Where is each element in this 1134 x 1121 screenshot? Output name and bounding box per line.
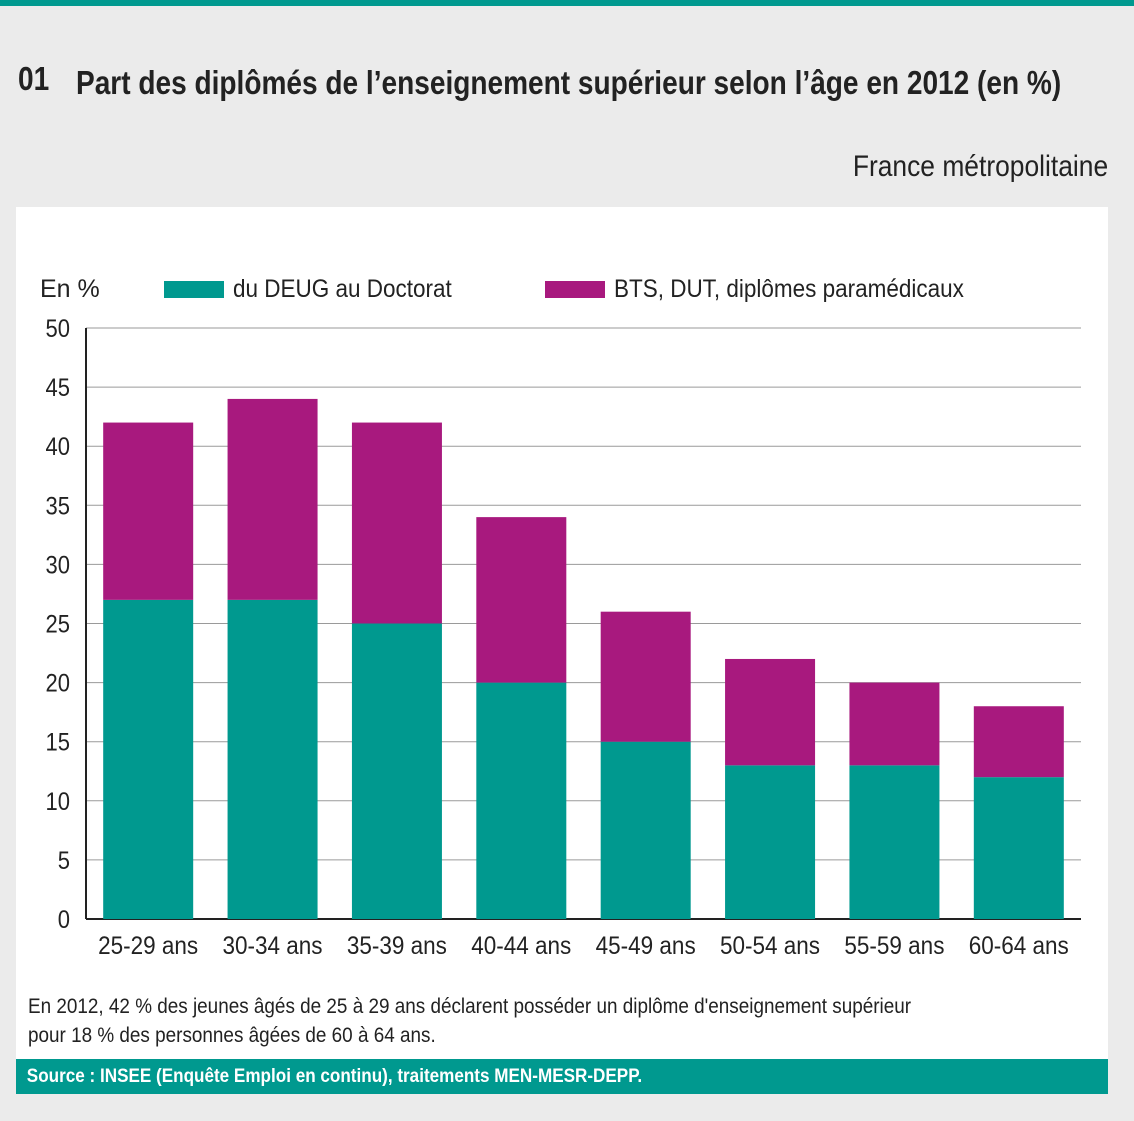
legend-swatch bbox=[545, 281, 605, 298]
x-tick-label: 35-39 ans bbox=[347, 932, 447, 960]
y-tick-label: 50 bbox=[46, 315, 70, 343]
y-tick-label: 40 bbox=[46, 433, 70, 461]
bar-segment bbox=[849, 682, 940, 766]
bar-segment bbox=[973, 777, 1064, 919]
x-tick-label: 40-44 ans bbox=[471, 932, 571, 960]
note-line-2: pour 18 % des personnes âgées de 60 à 64… bbox=[28, 1024, 436, 1047]
y-tick-label: 30 bbox=[46, 551, 70, 579]
x-tick-label: 55-59 ans bbox=[844, 932, 944, 960]
legend-swatch bbox=[164, 281, 224, 298]
bar-segment bbox=[476, 682, 567, 919]
legend-label: BTS, DUT, diplômes paramédicaux bbox=[614, 275, 964, 303]
bar-segment bbox=[725, 765, 816, 919]
y-axis-label: En % bbox=[40, 275, 100, 303]
bar-segment bbox=[849, 765, 940, 919]
chart-note: En 2012, 42 % des jeunes âgés de 25 à 29… bbox=[28, 992, 1018, 1050]
legend-label: du DEUG au Doctorat bbox=[233, 275, 452, 303]
note-line-1: En 2012, 42 % des jeunes âgés de 25 à 29… bbox=[28, 995, 912, 1018]
bar-segment bbox=[227, 398, 318, 600]
source-bar: Source : INSEE (Enquête Emploi en contin… bbox=[16, 1059, 1108, 1094]
y-tick-label: 25 bbox=[46, 610, 70, 638]
y-tick-label: 35 bbox=[46, 492, 70, 520]
bar-segment bbox=[600, 741, 691, 919]
bar-segment bbox=[351, 623, 442, 919]
x-tick-label: 60-64 ans bbox=[969, 932, 1069, 960]
x-tick-label: 30-34 ans bbox=[223, 932, 323, 960]
y-tick-label: 0 bbox=[58, 906, 70, 934]
geography-label: France métropolitaine bbox=[852, 150, 1108, 183]
x-tick-label: 50-54 ans bbox=[720, 932, 820, 960]
bar-segment bbox=[103, 422, 194, 600]
bar-segment bbox=[227, 599, 318, 919]
y-tick-label: 5 bbox=[58, 847, 70, 875]
x-tick-label: 45-49 ans bbox=[596, 932, 696, 960]
bar-segment bbox=[973, 706, 1064, 778]
figure-number: 01 bbox=[18, 60, 50, 97]
top-accent-bar bbox=[0, 0, 1134, 6]
source-text: Source : INSEE (Enquête Emploi en contin… bbox=[26, 1066, 643, 1087]
y-tick-label: 15 bbox=[46, 728, 70, 756]
bar-segment bbox=[103, 599, 194, 919]
bar-segment bbox=[725, 658, 816, 766]
y-tick-label: 45 bbox=[46, 374, 70, 402]
bar-segment bbox=[600, 611, 691, 742]
bar-segment bbox=[351, 422, 442, 624]
y-tick-label: 20 bbox=[46, 669, 70, 697]
y-tick-label: 10 bbox=[46, 788, 70, 816]
chart-title: Part des diplômés de l’enseignement supé… bbox=[76, 64, 1062, 101]
x-tick-label: 25-29 ans bbox=[98, 932, 198, 960]
bar-segment bbox=[476, 517, 567, 683]
